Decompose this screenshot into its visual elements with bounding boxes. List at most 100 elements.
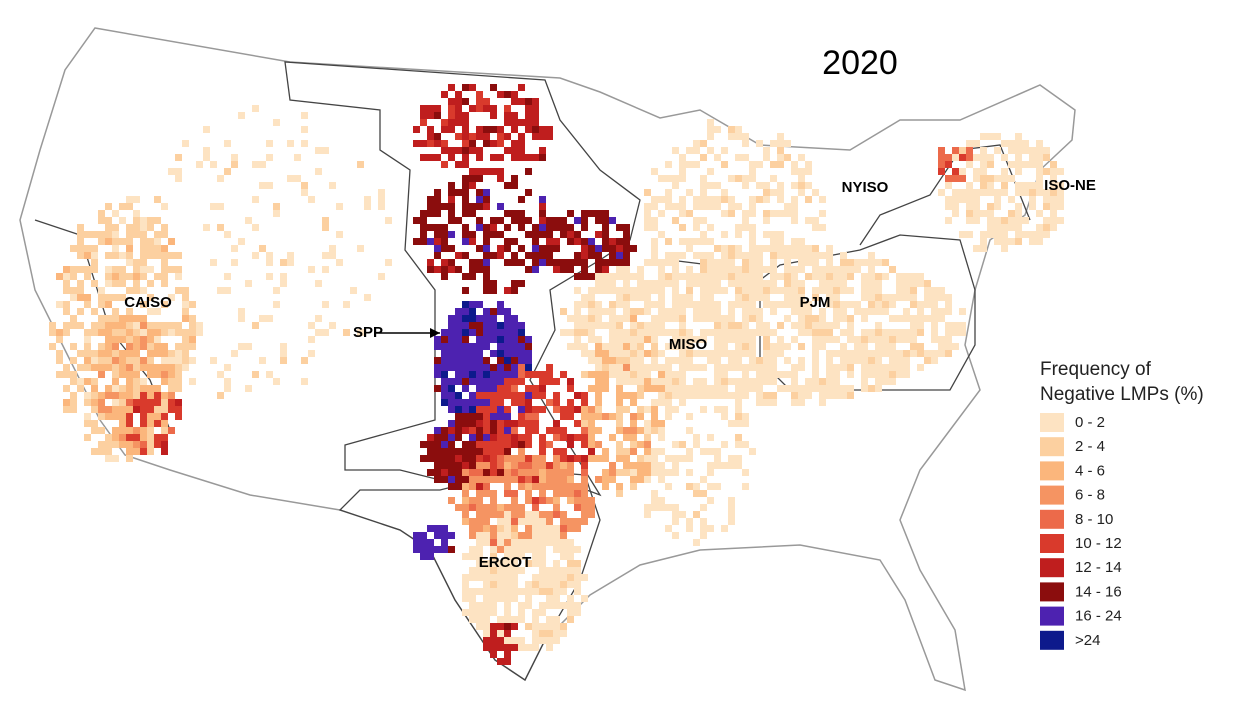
cell [126,245,133,252]
cell [658,350,665,357]
cell [868,364,875,371]
cell [420,231,427,238]
cell [658,308,665,315]
cell [203,147,210,154]
cell [462,490,469,497]
cell [490,455,497,462]
cell [546,378,553,385]
cell [175,364,182,371]
cell [595,357,602,364]
cell [154,196,161,203]
cell [693,147,700,154]
cell [532,245,539,252]
cell [595,308,602,315]
cell [735,301,742,308]
cell [441,238,448,245]
cell [504,336,511,343]
cell [812,371,819,378]
cell [315,329,322,336]
cell [511,469,518,476]
cell [147,434,154,441]
cell [462,371,469,378]
cell [441,539,448,546]
cell [511,392,518,399]
cell [140,266,147,273]
cell [462,336,469,343]
cell [504,574,511,581]
cell [497,203,504,210]
cell [511,364,518,371]
cell [868,273,875,280]
cell [665,161,672,168]
cell [1050,168,1057,175]
cell [105,266,112,273]
cell [77,385,84,392]
cell [546,497,553,504]
cell [861,364,868,371]
cell [742,133,749,140]
cell [609,434,616,441]
cell [840,266,847,273]
cell [441,434,448,441]
cell [147,392,154,399]
cell [791,266,798,273]
cell [700,378,707,385]
cell [602,259,609,266]
cell [483,343,490,350]
cell [476,329,483,336]
cell [336,203,343,210]
cell [602,413,609,420]
cell [441,462,448,469]
cell [140,420,147,427]
cell [455,343,462,350]
cell [805,182,812,189]
cell [742,371,749,378]
cell [700,364,707,371]
cell [588,455,595,462]
cell [525,483,532,490]
cell [476,609,483,616]
cell [840,280,847,287]
cell [238,238,245,245]
cell [504,287,511,294]
cell [511,98,518,105]
cell [483,399,490,406]
cell [182,329,189,336]
cell [868,371,875,378]
cell [476,406,483,413]
cell [455,252,462,259]
cell [441,525,448,532]
cell [574,392,581,399]
cell [602,483,609,490]
cell [623,315,630,322]
cell [455,371,462,378]
cell [476,336,483,343]
cell [749,315,756,322]
cell [588,357,595,364]
cell [567,560,574,567]
cell [476,126,483,133]
cell [1036,189,1043,196]
cell [630,350,637,357]
cell [742,294,749,301]
cell [490,364,497,371]
cell [749,168,756,175]
cell [497,168,504,175]
cell [777,161,784,168]
cell [455,161,462,168]
cell [287,259,294,266]
cell [595,259,602,266]
cell [469,588,476,595]
cell [637,364,644,371]
cell [805,245,812,252]
cell [560,434,567,441]
cell [273,203,280,210]
cell [805,196,812,203]
cell [455,98,462,105]
cell [434,434,441,441]
cell [168,294,175,301]
cell [581,399,588,406]
cell [70,406,77,413]
cell [791,294,798,301]
cell [119,329,126,336]
